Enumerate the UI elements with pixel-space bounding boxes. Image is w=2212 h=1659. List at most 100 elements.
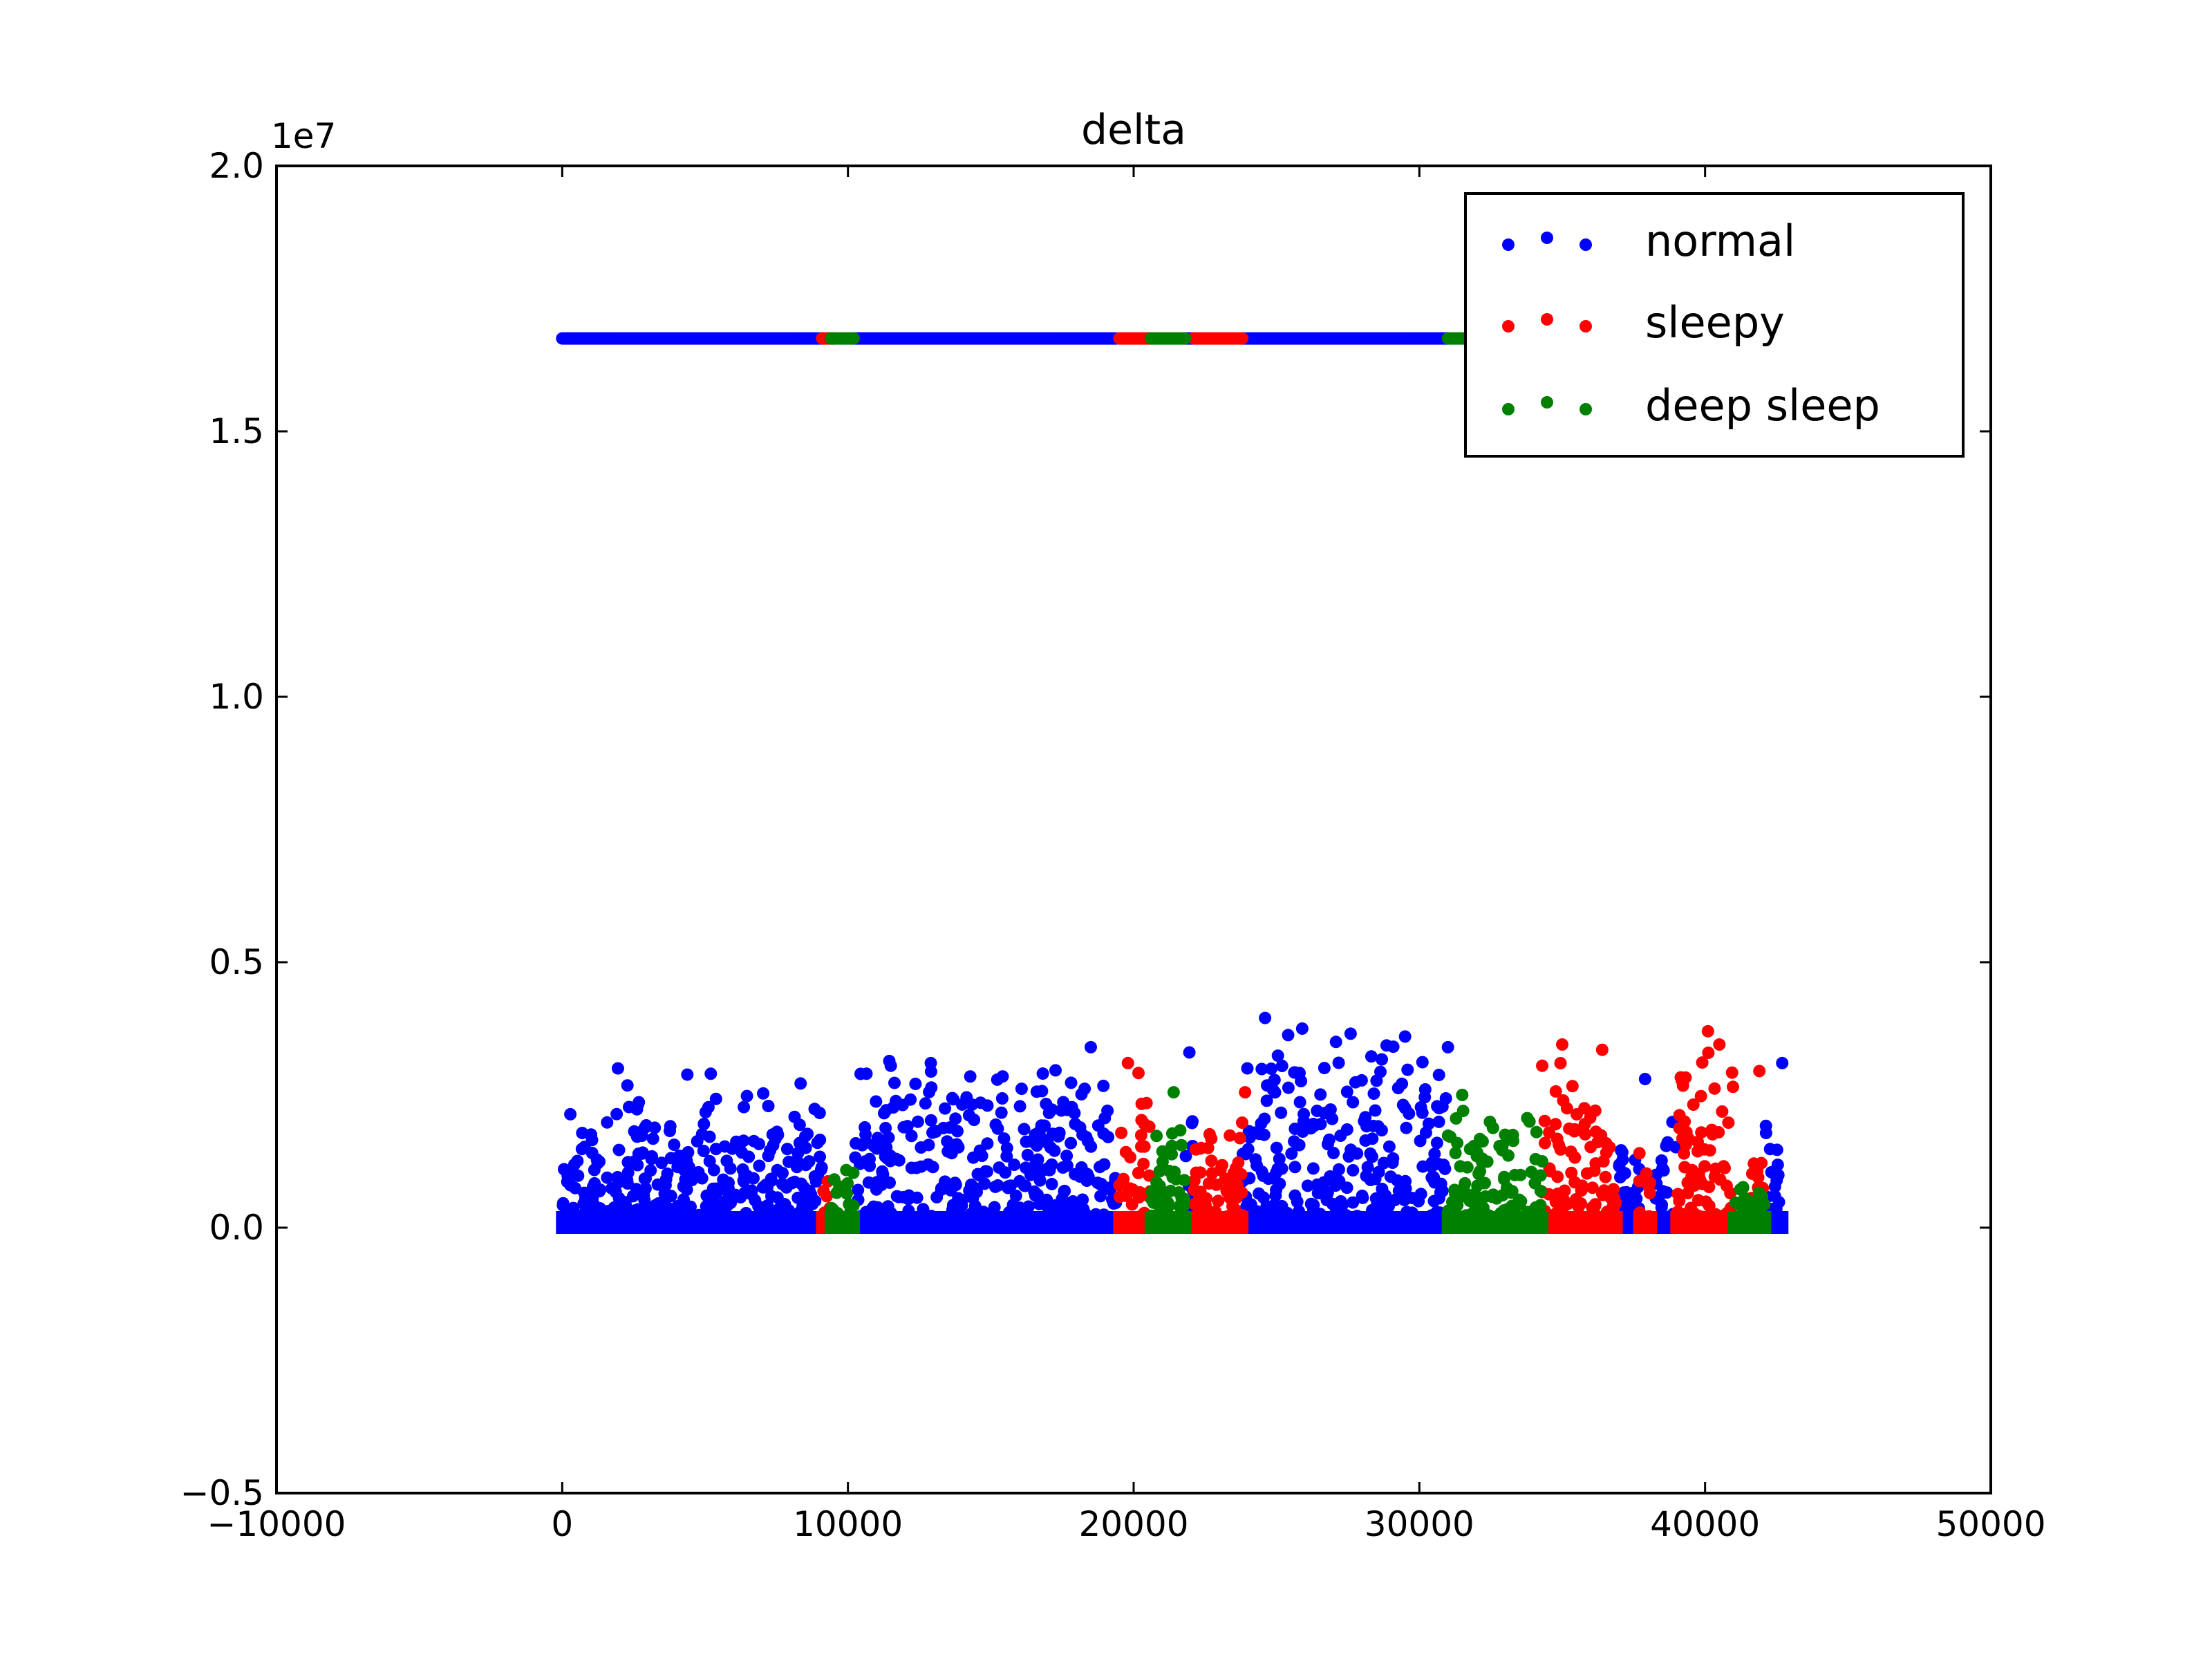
data-point: [1553, 1138, 1566, 1152]
data-point: [1206, 1212, 1219, 1225]
data-point: [1058, 1185, 1071, 1198]
data-point: [909, 1078, 922, 1090]
data-point: [747, 1172, 760, 1185]
data-point: [1414, 1188, 1427, 1201]
data-point: [653, 1199, 665, 1212]
plot-data: [556, 332, 1789, 1234]
data-point: [644, 1164, 657, 1177]
data-point: [601, 1116, 614, 1129]
data-point: [815, 1161, 828, 1174]
data-point: [736, 1163, 749, 1176]
data-point: [692, 1165, 705, 1179]
data-point: [567, 1201, 580, 1215]
data-point: [914, 1215, 927, 1228]
data-point: [745, 1184, 758, 1197]
data-point: [1002, 1181, 1015, 1194]
data-point: [1549, 1085, 1562, 1098]
data-point: [995, 1092, 1009, 1105]
data-point: [1593, 1215, 1606, 1228]
data-point: [1370, 1074, 1383, 1087]
data-point: [821, 1190, 833, 1203]
data-point: [785, 1221, 798, 1234]
data-point: [1571, 1108, 1583, 1121]
data-point: [1371, 1213, 1385, 1226]
data-point: [1523, 1115, 1536, 1128]
data-point: [657, 1212, 671, 1225]
data-point: [1366, 1203, 1378, 1217]
legend-marker-normal: [1580, 238, 1592, 251]
data-point: [1040, 1098, 1053, 1111]
outlier-point: [1595, 1043, 1609, 1056]
data-point: [1448, 1211, 1461, 1224]
data-point: [664, 1190, 677, 1203]
data-point: [1156, 1155, 1169, 1168]
data-point: [814, 1150, 826, 1163]
data-point: [1695, 1126, 1708, 1139]
data-point: [1774, 1219, 1788, 1232]
data-point: [1428, 1176, 1441, 1189]
data-point: [1391, 1082, 1405, 1095]
data-point: [1562, 1221, 1575, 1234]
data-point: [612, 1143, 626, 1156]
data-point: [1736, 1181, 1750, 1194]
data-point: [1506, 1185, 1519, 1198]
data-point: [697, 1118, 711, 1130]
data-point: [1165, 1139, 1179, 1152]
data-point: [1255, 1117, 1268, 1130]
data-point: [1679, 1071, 1692, 1084]
data-point: [1165, 1127, 1179, 1140]
data-point: [1020, 1135, 1033, 1148]
data-point: [805, 1188, 818, 1201]
data-point: [1615, 1144, 1628, 1157]
data-point: [1167, 1218, 1180, 1231]
data-point: [1199, 1199, 1212, 1212]
data-point: [1329, 1035, 1342, 1049]
data-point: [981, 1099, 994, 1112]
data-point: [795, 1177, 808, 1190]
data-point: [919, 1097, 932, 1110]
data-point: [1604, 1219, 1618, 1232]
data-point: [1644, 1177, 1657, 1190]
y-offset-label: 1e7: [271, 116, 336, 156]
data-point: [1097, 1127, 1110, 1140]
data-point: [1483, 1116, 1497, 1128]
data-point: [946, 1199, 959, 1212]
data-point: [1722, 1116, 1735, 1130]
data-point: [1694, 1089, 1707, 1103]
data-point: [1564, 1145, 1577, 1159]
data-point: [892, 1190, 906, 1203]
data-point: [772, 1219, 785, 1232]
data-point: [888, 1076, 901, 1089]
data-point: [1007, 1201, 1020, 1215]
data-point: [1416, 1106, 1429, 1119]
data-point: [1113, 1179, 1126, 1192]
data-point: [1241, 1062, 1254, 1075]
data-point: [1179, 1150, 1192, 1163]
data-point: [631, 1159, 644, 1172]
legend-marker-sleepy: [1580, 320, 1592, 332]
data-point: [895, 1221, 908, 1234]
data-point: [1677, 1208, 1690, 1221]
data-point: [991, 1122, 1004, 1135]
data-point: [980, 1165, 993, 1178]
legend: normal sleepy deep sleep: [1464, 192, 1965, 458]
data-point: [1094, 1190, 1107, 1203]
data-point: [1295, 1075, 1308, 1087]
data-point: [863, 1159, 877, 1172]
data-point: [1268, 1199, 1281, 1212]
data-point: [786, 1156, 799, 1169]
data-point: [1201, 1141, 1215, 1154]
data-point: [1771, 1159, 1784, 1171]
data-point: [911, 1115, 924, 1128]
data-point: [1703, 1181, 1716, 1194]
data-point: [1523, 1209, 1536, 1222]
data-point: [978, 1177, 991, 1190]
data-point: [1698, 1143, 1711, 1156]
data-point: [1449, 1147, 1462, 1160]
data-point: [1327, 1147, 1340, 1159]
legend-marker-deep-sleep: [1502, 403, 1515, 415]
data-point: [1591, 1136, 1604, 1149]
data-point: [922, 1138, 935, 1152]
data-point: [1265, 1062, 1278, 1076]
data-point: [1138, 1140, 1151, 1153]
